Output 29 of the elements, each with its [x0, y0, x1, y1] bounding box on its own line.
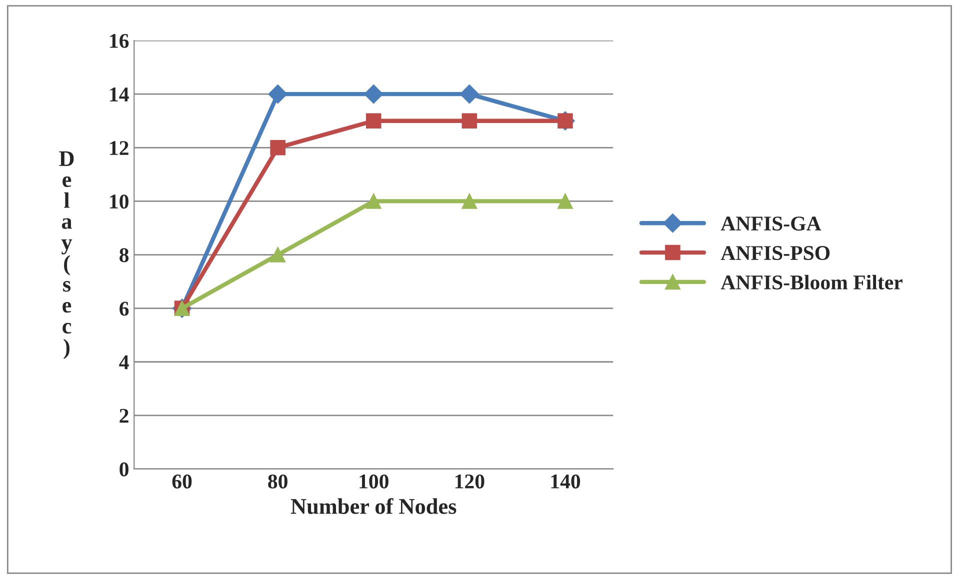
point	[366, 113, 382, 129]
y-tick-label: 4	[119, 355, 129, 370]
point	[268, 84, 288, 104]
x-tick-label: 60	[172, 474, 192, 489]
point	[364, 84, 384, 104]
point	[462, 194, 478, 209]
text: Delay(sec)	[59, 151, 74, 360]
y-tick-label: 0	[120, 462, 128, 476]
x-tick-label: 120	[455, 474, 484, 489]
point	[462, 113, 478, 129]
y-tick-label: 16	[110, 34, 129, 48]
point	[460, 84, 479, 104]
point	[270, 247, 286, 262]
y-tick-label: 8	[120, 248, 129, 262]
y-tick-label: 10	[110, 194, 128, 209]
legend-label: ANFIS-Bloom Filter	[720, 274, 902, 290]
x-tick-label: 80	[268, 474, 288, 489]
x-tick-label: 100	[360, 474, 388, 489]
y-tick-label: 12	[110, 141, 128, 155]
point	[366, 194, 382, 209]
y-tick-label: 14	[110, 88, 129, 102]
x-axis-title: Number of Nodes	[290, 498, 456, 514]
legend-label: ANFIS-GA	[720, 216, 822, 231]
legend-label: ANFIS-PSO	[720, 246, 830, 260]
y-tick-label: 6	[120, 302, 129, 316]
y-tick-label: 2	[120, 408, 128, 423]
point	[558, 194, 573, 209]
x-tick-label: 140	[551, 474, 580, 489]
point	[270, 140, 286, 156]
